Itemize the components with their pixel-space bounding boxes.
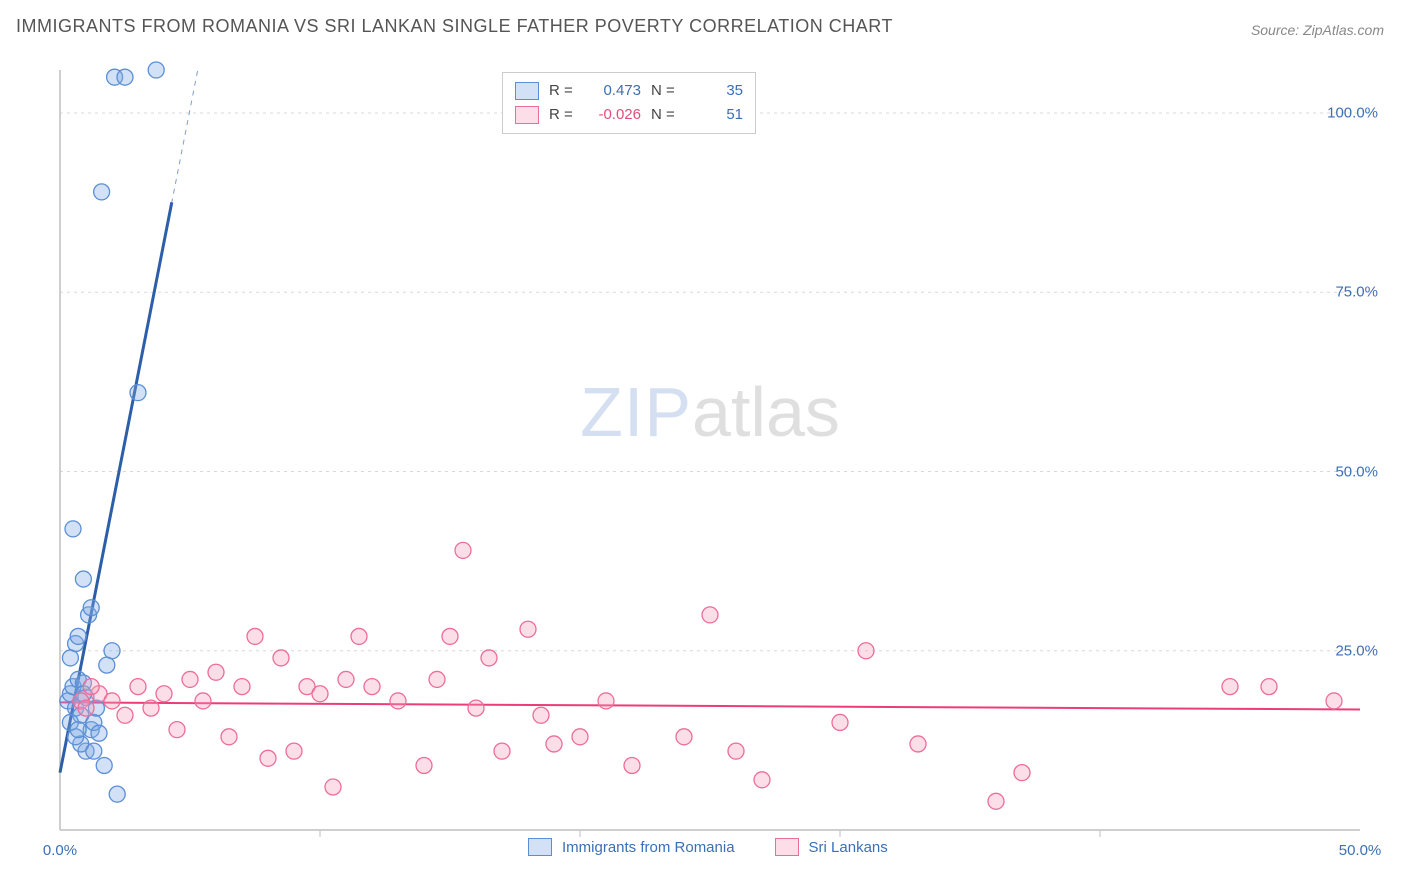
- x-tick-label-min: 0.0%: [43, 842, 77, 859]
- legend-item-label: Sri Lankans: [809, 839, 888, 856]
- legend-r-value: 0.473: [587, 79, 641, 103]
- series-legend: Immigrants from Romania Sri Lankans: [528, 838, 888, 856]
- chart-container: ZIPatlas R =0.473N =35R =-0.026N =51 25.…: [50, 60, 1386, 832]
- legend-r-label: R =: [549, 103, 577, 127]
- legend-row: R = -0.026 N = 51: [515, 103, 743, 127]
- legend-n-label: N =: [651, 79, 679, 103]
- legend-item-label: Immigrants from Romania: [562, 839, 735, 856]
- legend-item: Immigrants from Romania: [528, 838, 735, 856]
- correlation-legend: R = 0.473 N = 35 R = -0.026 N = 51: [502, 72, 756, 134]
- legend-r-value: -0.026: [587, 103, 641, 127]
- source-prefix: Source:: [1251, 22, 1303, 38]
- legend-n-value: 35: [689, 79, 743, 103]
- y-tick-label: 50.0%: [1335, 463, 1378, 480]
- legend-n-value: 51: [689, 103, 743, 127]
- source-name: ZipAtlas.com: [1303, 22, 1384, 38]
- legend-swatch: [775, 838, 799, 856]
- scatter-chart: [50, 60, 1386, 852]
- source-attribution: Source: ZipAtlas.com: [1251, 22, 1384, 38]
- legend-n-label: N =: [651, 103, 679, 127]
- y-tick-label: 25.0%: [1335, 642, 1378, 659]
- legend-row: R = 0.473 N = 35: [515, 79, 743, 103]
- legend-r-label: R =: [549, 79, 577, 103]
- legend-swatch: [528, 838, 552, 856]
- legend-swatch: [515, 82, 539, 100]
- legend-swatch: [515, 106, 539, 124]
- y-tick-label: 100.0%: [1327, 105, 1378, 122]
- legend-item: Sri Lankans: [775, 838, 888, 856]
- chart-title: IMMIGRANTS FROM ROMANIA VS SRI LANKAN SI…: [16, 16, 893, 37]
- x-tick-label-max: 50.0%: [1339, 842, 1382, 859]
- y-tick-label: 75.0%: [1335, 284, 1378, 301]
